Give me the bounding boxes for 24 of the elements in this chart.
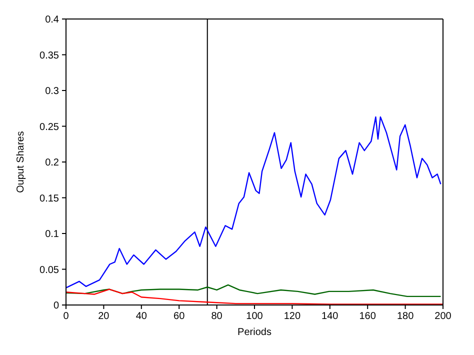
y-tick-label: 0.35 <box>40 50 60 62</box>
x-tick-label: 160 <box>359 311 376 322</box>
x-tick-label: 60 <box>174 311 186 322</box>
line-series <box>66 284 442 298</box>
x-axis-title: Periods <box>238 327 272 338</box>
x-tick-label: 180 <box>396 311 414 322</box>
y-axis-title: Ouput Shares <box>16 131 27 193</box>
y-tick-label: 0.2 <box>45 158 60 169</box>
line-series <box>66 116 442 288</box>
y-tick-label: 0.1 <box>45 229 60 240</box>
y-tick-label: 0.4 <box>45 14 60 26</box>
x-tick-label: 0 <box>63 311 70 322</box>
y-tick-label: 0.15 <box>40 193 60 204</box>
y-tick-label: 0.05 <box>40 264 60 276</box>
y-tick-label: 0 <box>53 300 60 312</box>
x-tick-label: 100 <box>246 311 264 322</box>
y-tick-label: 0.25 <box>40 122 60 133</box>
x-tick-label: 120 <box>284 311 301 322</box>
y-tick-label: 0.3 <box>45 86 60 98</box>
x-tick-label: 20 <box>98 311 110 322</box>
x-tick-label: 140 <box>322 311 339 322</box>
x-tick-label: 200 <box>434 311 452 322</box>
x-tick-label: 80 <box>211 311 223 322</box>
x-tick-label: 40 <box>136 311 148 322</box>
